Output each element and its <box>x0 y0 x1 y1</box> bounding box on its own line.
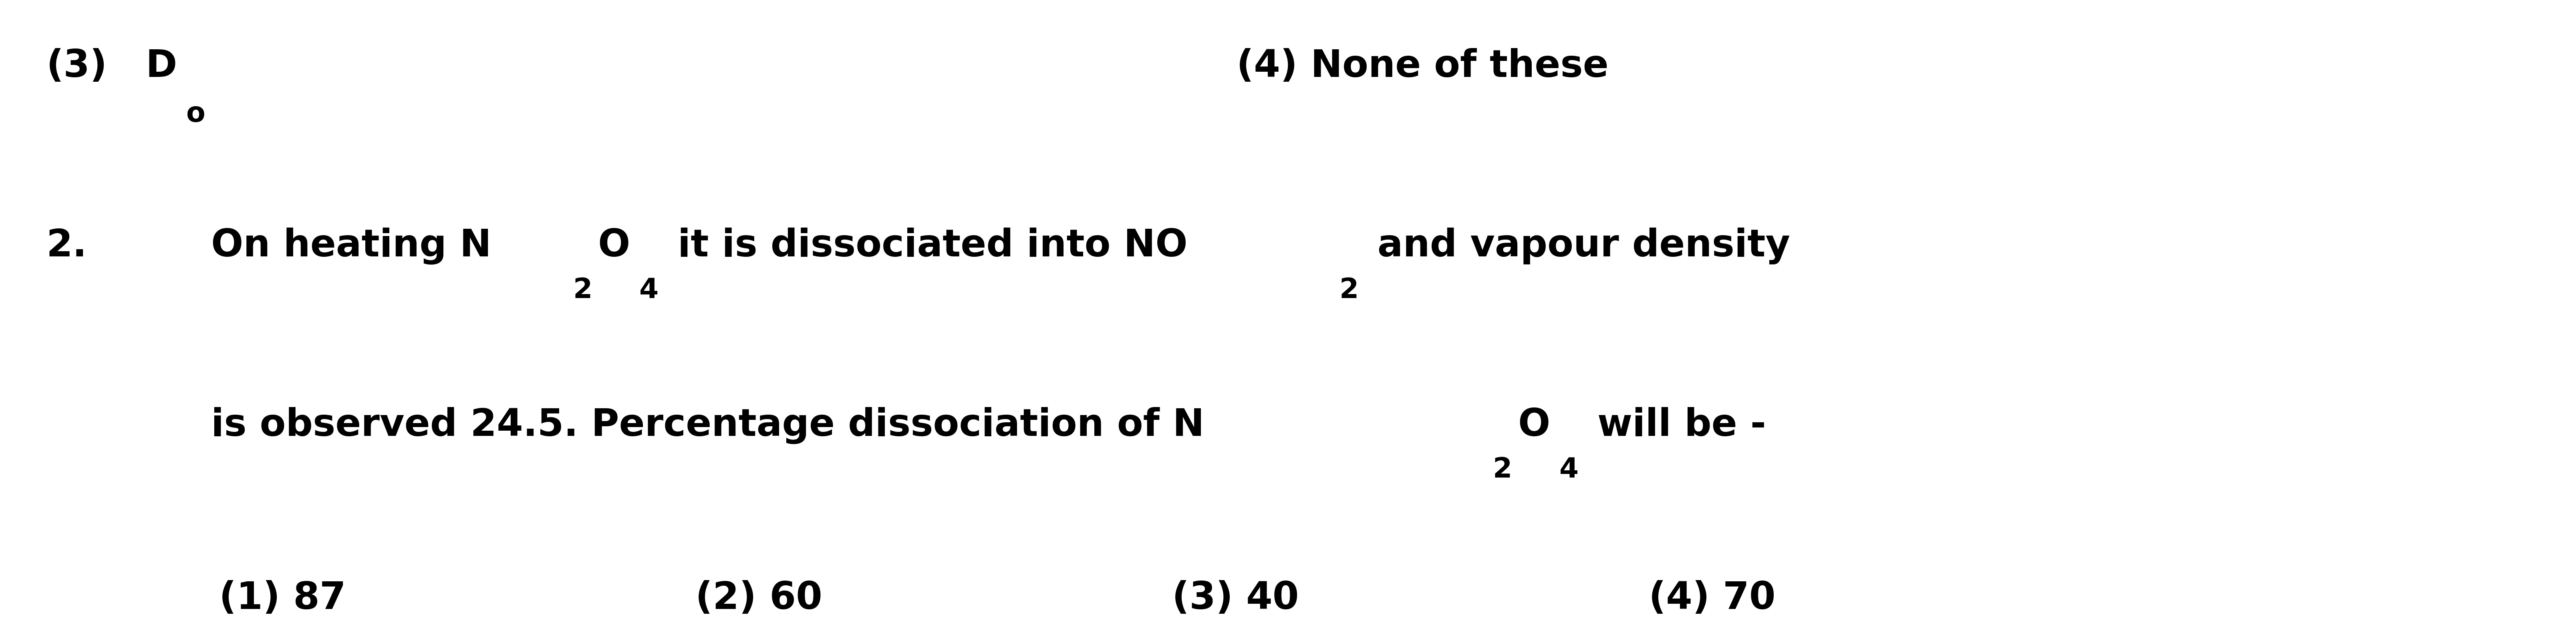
Text: 2: 2 <box>1340 277 1358 304</box>
Text: On heating N: On heating N <box>211 228 492 265</box>
Text: it is dissociated into NO: it is dissociated into NO <box>665 228 1188 264</box>
Text: (3) 40: (3) 40 <box>1172 580 1298 617</box>
Text: o: o <box>185 101 206 128</box>
Text: O: O <box>1517 407 1551 444</box>
Text: D: D <box>147 48 178 85</box>
Text: 4: 4 <box>639 277 659 304</box>
Text: is observed 24.5. Percentage dissociation of N: is observed 24.5. Percentage dissociatio… <box>211 407 1206 444</box>
Text: 2: 2 <box>1494 456 1512 483</box>
Text: (2) 60: (2) 60 <box>696 580 822 617</box>
Text: and vapour density: and vapour density <box>1365 228 1790 264</box>
Text: O: O <box>598 228 631 264</box>
Text: 2.: 2. <box>46 228 88 264</box>
Text: 4: 4 <box>1558 456 1579 483</box>
Text: will be -: will be - <box>1584 407 1767 444</box>
Text: (1) 87: (1) 87 <box>219 580 345 617</box>
Text: 2: 2 <box>572 277 592 304</box>
Text: (3): (3) <box>46 48 108 85</box>
Text: (4) 70: (4) 70 <box>1649 580 1775 617</box>
Text: (4) None of these: (4) None of these <box>1236 48 1607 85</box>
